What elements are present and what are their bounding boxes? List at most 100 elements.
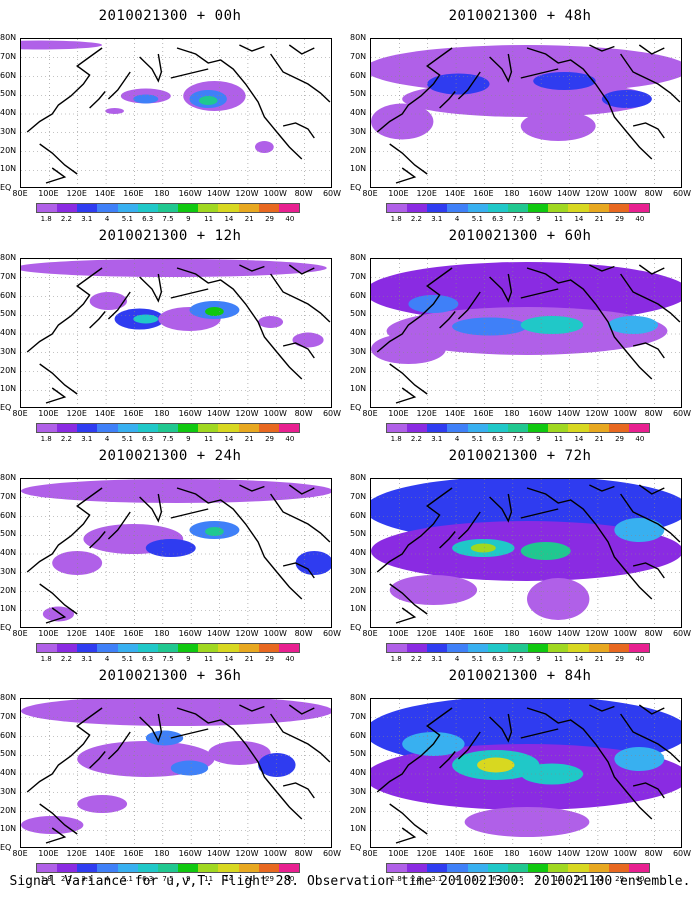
coastline [620, 493, 681, 543]
colorbar-swatch [117, 424, 138, 432]
colorbar-label: 5.1 [121, 215, 133, 223]
variance-contour [386, 307, 668, 355]
variance-contour [464, 807, 590, 837]
colorbar-label: 14 [224, 655, 234, 663]
map-panel: 2010021300 + 24h 80N 70N 60N 50N 40N 30N 20N 10N… [0, 448, 341, 668]
coastline [526, 267, 653, 380]
colorbar-swatch [528, 424, 549, 432]
longitude-label: 80W [644, 629, 663, 638]
map-canvas [21, 39, 331, 187]
colorbar-swatch [507, 204, 529, 212]
longitude-label: 60W [322, 849, 342, 858]
longitude-label: 100E [388, 189, 409, 198]
colorbar-label: 40 [635, 435, 645, 443]
colorbar-label: 29 [615, 875, 624, 883]
coastline [139, 53, 163, 83]
colorbar [36, 423, 300, 433]
variance-map [20, 38, 332, 188]
coastline [439, 311, 456, 329]
colorbar-swatch [178, 204, 199, 212]
coastline [270, 273, 331, 323]
map-panel: 2010021300 + 00h 80N 70N 60N 50N 40N 30N 20N 10N… [0, 8, 341, 228]
latitude-label: 30N [0, 346, 17, 356]
longitude-label: 60W [672, 849, 692, 858]
coastline [39, 143, 78, 175]
colorbar-swatch [57, 644, 78, 652]
colorbar-swatch [588, 864, 609, 872]
colorbar-label: 6.3 [492, 875, 504, 883]
colorbar-swatch [238, 644, 259, 652]
latitude-label: 60N [0, 730, 17, 740]
longitude-label: 140W [206, 409, 231, 418]
colorbar-swatch [487, 644, 508, 652]
latitude-label: EQ [0, 403, 12, 412]
colorbar-swatch [238, 204, 259, 212]
coastline [39, 363, 78, 395]
colorbar-label: 4 [104, 215, 110, 223]
latitude-label: 50N [0, 89, 17, 99]
coastline [638, 484, 665, 495]
coastline [520, 68, 559, 79]
latitude-label: 50N [0, 749, 17, 759]
latitude-label: 40N [0, 768, 17, 777]
colorbar-label: 3.1 [81, 875, 93, 883]
colorbar-swatch [588, 204, 609, 212]
variance-contour [452, 317, 527, 336]
coastline [89, 311, 106, 329]
colorbar-label: 1.8 [390, 435, 402, 443]
coastline [288, 704, 315, 715]
variance-contour [427, 73, 490, 95]
colorbar-label: 14 [574, 655, 584, 663]
colorbar-label: 1.8 [40, 875, 52, 883]
coastline [376, 707, 453, 793]
latitude-label: 20N [350, 145, 367, 155]
colorbar-label: 3.1 [431, 655, 443, 663]
colorbar-label: 1.8 [40, 655, 52, 663]
colorbar-swatch [407, 644, 428, 652]
variance-contour [42, 606, 75, 622]
colorbar-label: 29 [265, 875, 274, 883]
colorbar [386, 643, 650, 653]
longitude-label: 120W [585, 629, 609, 638]
longitude-label: 120W [585, 849, 609, 858]
latitude-label: 10N [350, 384, 367, 394]
colorbar-swatch [157, 644, 179, 652]
colorbar-swatch [628, 644, 650, 652]
variance-contour [258, 753, 296, 777]
colorbar-swatch [278, 204, 300, 212]
latitude-label: 40N [350, 328, 367, 337]
coastline [589, 264, 615, 272]
map-canvas [21, 259, 331, 407]
colorbar-swatch [238, 424, 259, 432]
colorbar-label: 14 [574, 215, 584, 223]
variance-contour [520, 111, 596, 141]
colorbar-label: 11 [554, 875, 564, 883]
colorbar-swatch [117, 204, 138, 212]
coastline [239, 704, 265, 712]
latitude-label: 40N [350, 108, 367, 117]
colorbar-swatch [467, 644, 488, 652]
coastline [288, 44, 315, 55]
colorbar-label: 40 [635, 215, 645, 223]
coastline [489, 273, 513, 303]
colorbar-label: 9 [536, 215, 541, 223]
latitude-label: 70N [0, 271, 17, 281]
longitude-label: 140E [94, 849, 116, 858]
coastline [632, 782, 665, 799]
colorbar-swatch [77, 204, 98, 212]
colorbar-label: 29 [265, 215, 274, 223]
panel-title: 2010021300 + 60h [448, 228, 592, 244]
longitude-label: 160W [178, 849, 202, 858]
colorbar-swatch [97, 424, 118, 432]
latitude-label: 30N [350, 566, 367, 576]
coastline [620, 273, 681, 323]
coastline [589, 704, 615, 712]
coastline [288, 264, 315, 275]
coastline [457, 71, 481, 100]
coastline [526, 47, 653, 160]
colorbar-label: 29 [615, 655, 624, 663]
coastline [170, 728, 209, 739]
colorbar-label: 6.3 [492, 435, 504, 443]
colorbar-label: 1.8 [40, 435, 52, 443]
coastline [520, 508, 559, 519]
